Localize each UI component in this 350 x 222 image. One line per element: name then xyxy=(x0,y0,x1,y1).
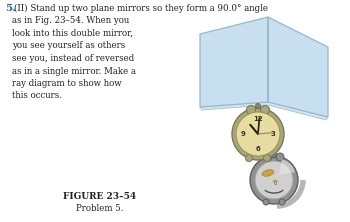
Circle shape xyxy=(276,153,284,161)
Text: (II) Stand up two plane mirrors so they form a 90.0° angle: (II) Stand up two plane mirrors so they … xyxy=(14,4,268,13)
Circle shape xyxy=(246,105,256,115)
Wedge shape xyxy=(279,159,295,175)
Text: 9: 9 xyxy=(240,131,245,137)
Circle shape xyxy=(264,155,271,161)
Polygon shape xyxy=(268,17,328,117)
Circle shape xyxy=(279,199,285,205)
Text: look into this double mirror,: look into this double mirror, xyxy=(12,29,133,38)
Circle shape xyxy=(264,153,272,161)
Circle shape xyxy=(255,161,293,199)
Circle shape xyxy=(260,105,270,115)
Text: ray diagram to show how: ray diagram to show how xyxy=(12,79,122,88)
Text: FIGURE 23–54: FIGURE 23–54 xyxy=(63,192,136,201)
Text: 0: 0 xyxy=(273,180,277,186)
Text: as in Fig. 23–54. When you: as in Fig. 23–54. When you xyxy=(12,16,129,26)
Text: as in a single mirror. Make a: as in a single mirror. Make a xyxy=(12,67,136,75)
Text: you see yourself as others: you see yourself as others xyxy=(12,42,125,50)
Ellipse shape xyxy=(273,180,278,182)
Circle shape xyxy=(256,103,260,109)
Polygon shape xyxy=(200,17,268,107)
Text: see you, instead of reversed: see you, instead of reversed xyxy=(12,54,134,63)
Circle shape xyxy=(263,199,269,205)
Circle shape xyxy=(250,156,298,204)
Text: 3: 3 xyxy=(271,131,275,137)
Text: 5.: 5. xyxy=(5,4,16,13)
Text: 12: 12 xyxy=(253,116,263,122)
Circle shape xyxy=(272,153,276,157)
Polygon shape xyxy=(200,102,328,120)
Text: 6: 6 xyxy=(256,146,260,152)
Text: Problem 5.: Problem 5. xyxy=(76,204,124,213)
Circle shape xyxy=(232,108,284,160)
Circle shape xyxy=(245,155,252,161)
Ellipse shape xyxy=(262,170,274,176)
Circle shape xyxy=(236,112,280,156)
Text: this occurs.: this occurs. xyxy=(12,91,62,101)
